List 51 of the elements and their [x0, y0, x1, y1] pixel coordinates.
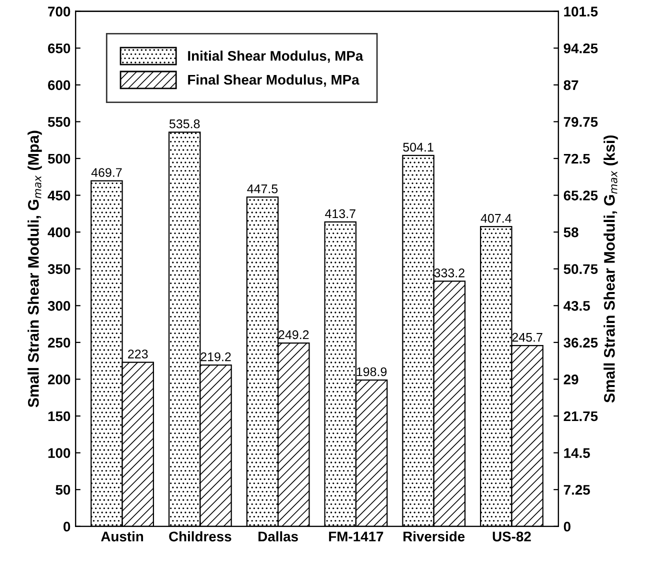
y-tick-label: 500 — [48, 154, 70, 164]
y2-tick-label: 79.75 — [564, 117, 598, 127]
data-label: 535.8 — [169, 119, 200, 128]
y-tick-label: 300 — [48, 300, 70, 311]
y2-tick-label: 72.5 — [564, 154, 590, 164]
y-tick-label: 250 — [48, 338, 70, 348]
data-label: 504.1 — [403, 142, 434, 152]
y2-tick-label: 94.25 — [564, 43, 598, 54]
y-axis-title: Small Strain Shear Moduli, G$_{max}$ (Mpa) — [28, 130, 42, 408]
x-tick-label: Childress — [169, 531, 232, 542]
y-tick-label: 150 — [48, 411, 70, 422]
x-tick-label: Riverside — [403, 531, 465, 542]
data-label: 407.4 — [480, 214, 512, 223]
data-label: 198.9 — [356, 367, 387, 376]
data-label: 245.7 — [512, 332, 542, 342]
y-tick-label: 400 — [48, 227, 70, 238]
y-tick-label: 200 — [48, 374, 70, 384]
y2-tick-label: 58 — [564, 227, 578, 238]
y2-tick-label: 29 — [564, 374, 578, 384]
x-tick-label: US-82 — [492, 532, 531, 542]
y2-tick-label: 50.75 — [564, 264, 598, 274]
y2-tick-label: 7.25 — [564, 484, 590, 495]
y-tick-label: 600 — [48, 80, 70, 90]
y2-tick-label: 14.5 — [564, 448, 590, 458]
data-label: 447.5 — [247, 184, 278, 194]
legend-label: Final Shear Modulus, MPa — [188, 74, 360, 87]
data-label: 413.7 — [325, 209, 356, 218]
x-tick-label: Dallas — [258, 531, 298, 542]
x-tick-label: FM-1417 — [329, 532, 384, 542]
data-label: 469.7 — [91, 168, 122, 177]
data-label: 249.2 — [278, 330, 309, 340]
y2-axis-title: Small Strain Shear Moduli, G$_{max}$ (ksi) — [604, 135, 618, 403]
y-tick-label: 50 — [56, 484, 70, 495]
data-label: 223 — [128, 350, 148, 358]
y2-tick-label: 101.5 — [564, 6, 598, 16]
y2-tick-label: 36.25 — [564, 338, 598, 348]
y-tick-label: 700 — [48, 6, 70, 16]
x-tick-label: Austin — [101, 531, 144, 542]
legend-label: Initial Shear Modulus, MPa — [188, 50, 364, 63]
y-tick-label: 0 — [64, 522, 70, 532]
y-tick-label: 100 — [48, 448, 70, 458]
y2-tick-label: 43.5 — [564, 300, 590, 311]
data-label: 219.2 — [200, 352, 231, 362]
y2-tick-label: 65.25 — [564, 190, 598, 200]
y2-tick-label: 21.75 — [564, 411, 598, 422]
y2-tick-label: 0 — [564, 522, 570, 532]
y-tick-label: 450 — [48, 190, 70, 200]
y-tick-label: 350 — [48, 264, 70, 274]
y2-tick-label: 87 — [564, 80, 578, 90]
y-tick-label: 550 — [48, 117, 70, 127]
y-tick-label: 650 — [48, 43, 70, 54]
